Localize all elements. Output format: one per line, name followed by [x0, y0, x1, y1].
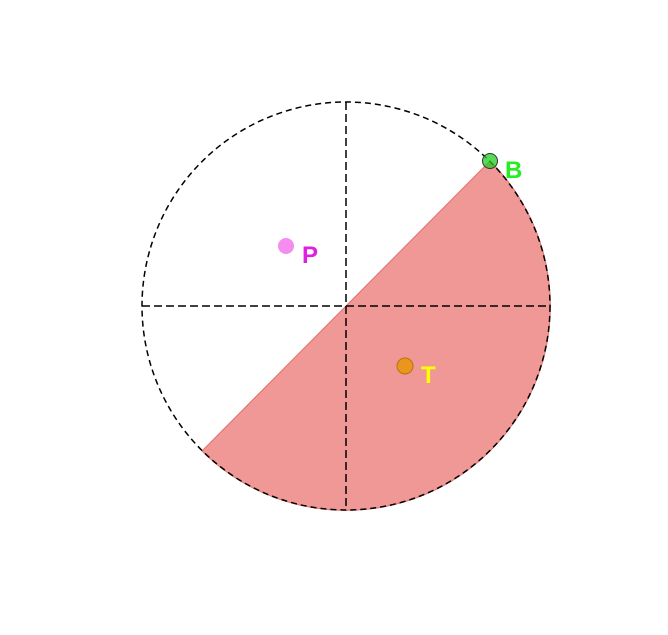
point-p-label: P	[302, 242, 318, 269]
point-p-marker	[278, 238, 294, 254]
point-t-marker	[396, 357, 414, 375]
point-b-label: B	[505, 157, 522, 184]
point-b-marker	[482, 153, 498, 169]
point-t-label: T	[421, 362, 436, 389]
